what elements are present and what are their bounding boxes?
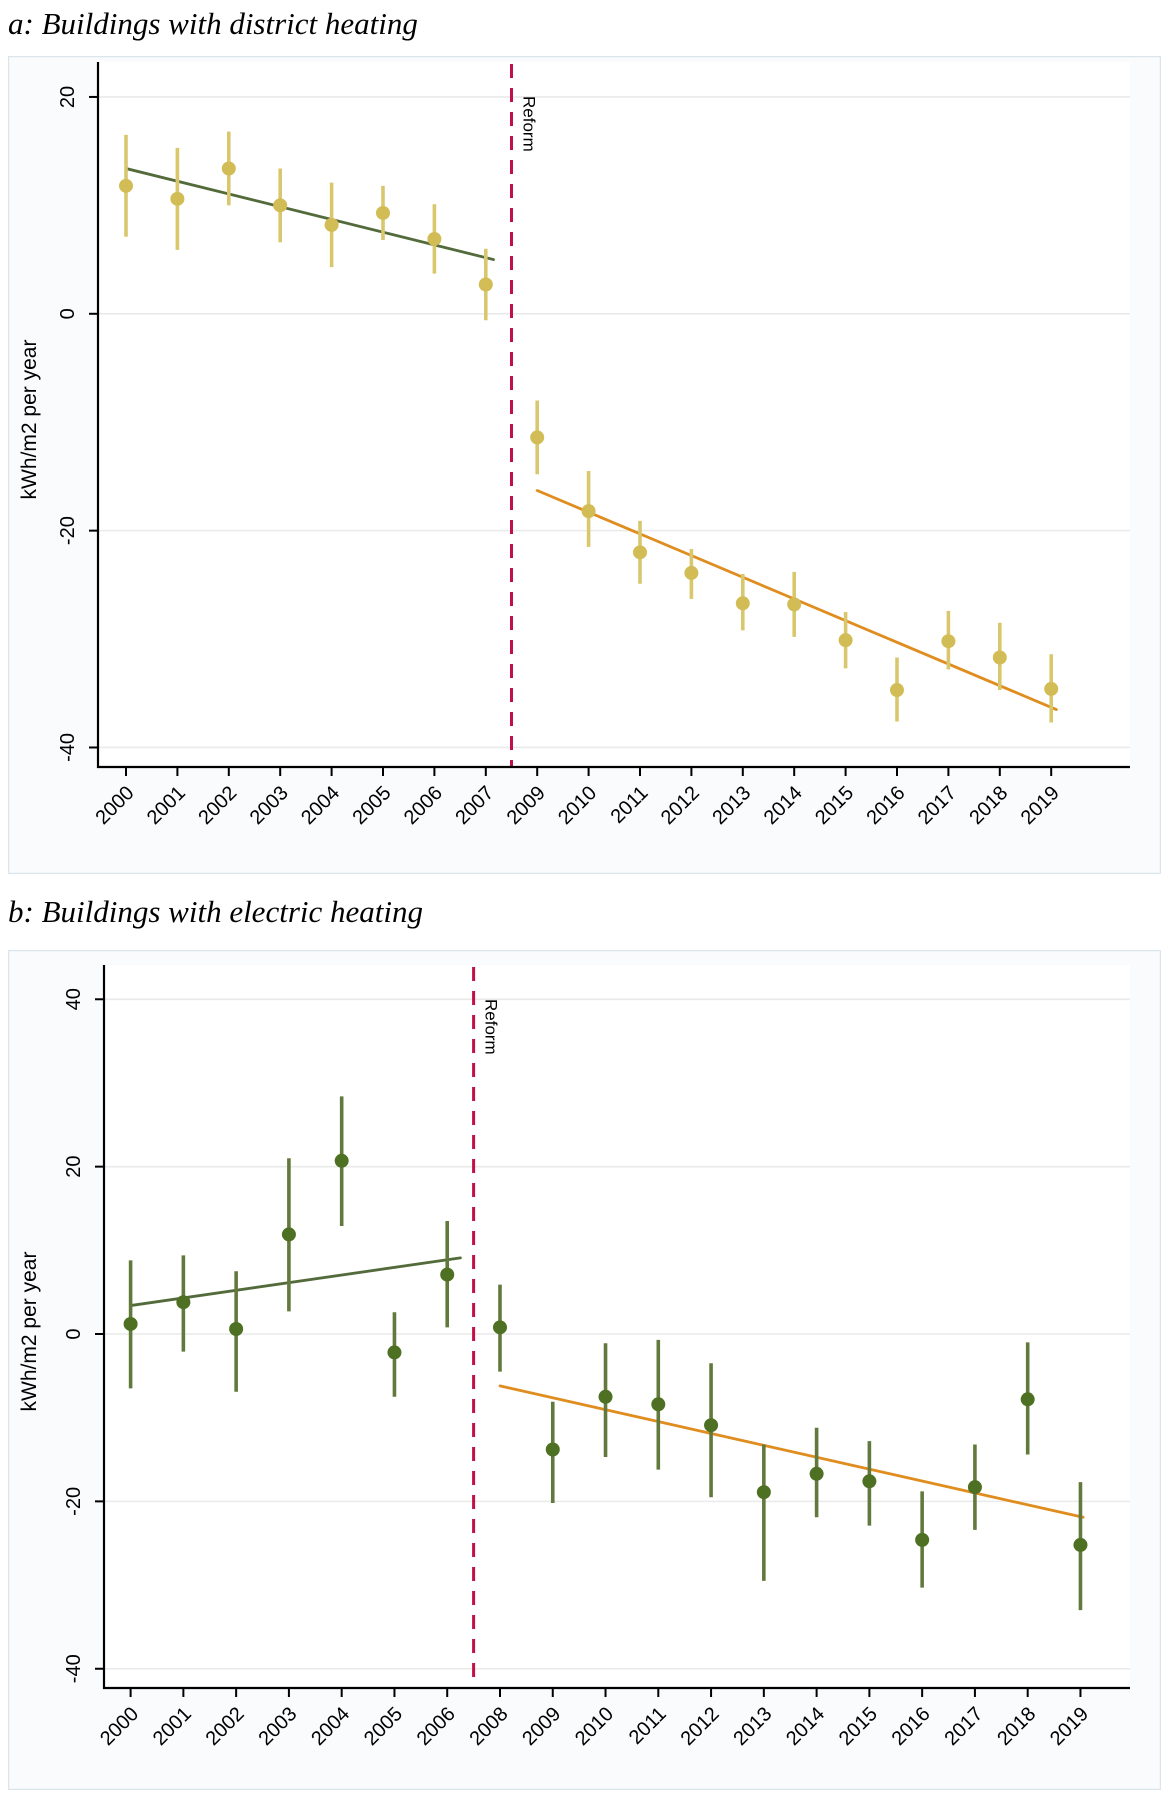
data-point-2000 xyxy=(123,1316,138,1331)
y-tick-label-0: 0 xyxy=(63,1328,85,1339)
y-tick-label--20: -20 xyxy=(63,1487,85,1516)
y-tick-label--40: -40 xyxy=(57,733,79,762)
data-point-2006 xyxy=(427,231,442,246)
data-point-2002 xyxy=(229,1321,244,1336)
data-point-2015 xyxy=(862,1474,877,1489)
data-point-2008 xyxy=(492,1320,507,1335)
data-point-2015 xyxy=(838,633,853,648)
panel-b-title: b: Buildings with electric heating xyxy=(8,894,423,929)
data-point-2002 xyxy=(221,161,236,176)
data-point-2018 xyxy=(1020,1392,1035,1407)
y-tick-label-0: 0 xyxy=(57,308,79,319)
y-tick-label--40: -40 xyxy=(63,1654,85,1683)
fit_post-line xyxy=(498,1384,1085,1519)
data-point-2007 xyxy=(478,277,493,292)
data-point-2011 xyxy=(633,545,647,560)
y-tick-label-20: 20 xyxy=(63,1156,85,1178)
data-point-2005 xyxy=(376,205,390,220)
data-point-2016 xyxy=(915,1532,930,1547)
data-point-2016 xyxy=(890,683,904,698)
data-point-2003 xyxy=(273,198,288,213)
data-point-2013 xyxy=(735,596,750,611)
plot-area xyxy=(104,965,1130,1688)
data-point-2003 xyxy=(281,1227,296,1242)
data-point-2009 xyxy=(545,1442,560,1457)
data-point-2017 xyxy=(967,1480,982,1495)
y-axis-title: kWh/m2 per year xyxy=(18,1252,41,1412)
data-point-2019 xyxy=(1044,681,1059,696)
panel-a-title: a: Buildings with district heating xyxy=(8,6,418,41)
reform-label: Reform xyxy=(520,96,539,152)
data-point-2019 xyxy=(1073,1537,1088,1552)
data-point-2001 xyxy=(170,191,185,206)
reform-label: Reform xyxy=(482,999,501,1055)
y-tick-label-20: 20 xyxy=(57,86,79,108)
data-point-2010 xyxy=(581,504,596,519)
data-point-2001 xyxy=(176,1295,191,1310)
y-tick-label--20: -20 xyxy=(57,516,79,545)
y-axis-title: kWh/m2 per year xyxy=(18,340,41,500)
data-point-2009 xyxy=(530,430,545,445)
panel-b-figure: 40 20 0 -20 -40 2000 2001 2002 2003 2004 2005 2006 2… xyxy=(8,950,1161,1790)
axis-spines xyxy=(102,965,1130,1690)
data-point-2018 xyxy=(992,650,1007,665)
data-point-2014 xyxy=(809,1466,824,1481)
data-point-2017 xyxy=(941,634,956,649)
data-point-2010 xyxy=(598,1389,613,1404)
data-point-2013 xyxy=(756,1485,771,1500)
axis-spines xyxy=(96,62,1130,769)
data-point-2012 xyxy=(684,565,699,580)
panel-a-figure: 20 0 -20 -40 2000 2001 2002 2003 2004 2005 2006 200… xyxy=(8,56,1161,874)
data-point-2005 xyxy=(387,1345,402,1360)
plot-area xyxy=(98,62,1130,767)
data-point-2004 xyxy=(324,217,339,232)
data-point-2012 xyxy=(704,1418,719,1433)
data-point-2000 xyxy=(119,178,133,193)
data-point-2006 xyxy=(440,1267,455,1282)
data-point-2004 xyxy=(334,1153,349,1168)
data-point-2011 xyxy=(651,1397,666,1412)
y-tick-label-40: 40 xyxy=(63,988,85,1010)
data-point-2014 xyxy=(787,597,802,612)
